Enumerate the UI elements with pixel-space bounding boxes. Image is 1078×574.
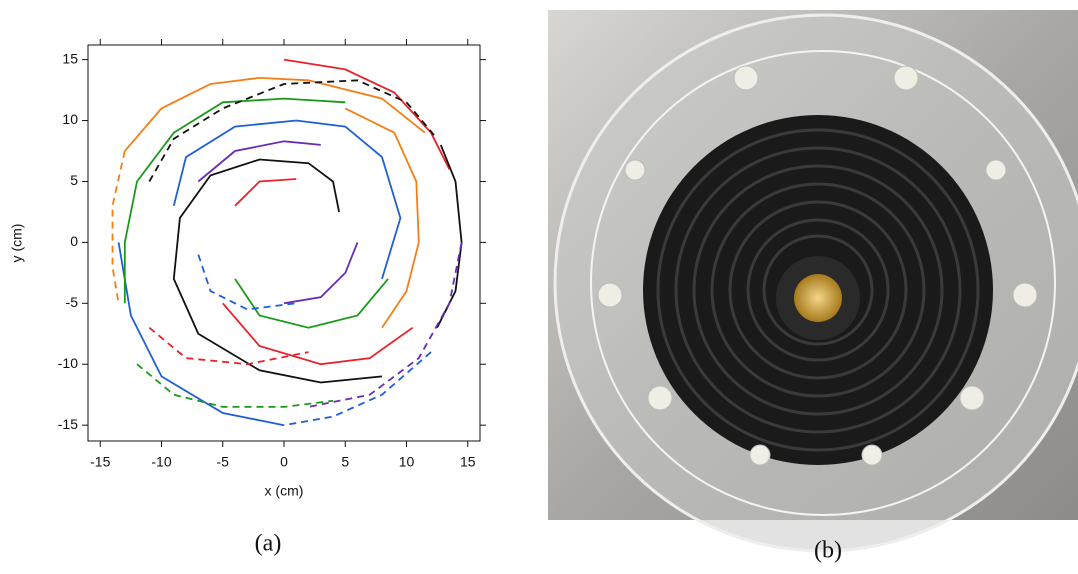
spiral-line (123, 97, 346, 304)
spiral-line (136, 363, 334, 408)
spiral-line (197, 254, 297, 311)
spiral-line (117, 242, 285, 427)
spiral-line (234, 278, 389, 329)
y-tick-label: -15 (58, 416, 78, 432)
spiral-line (172, 119, 402, 280)
spiral-line (283, 351, 432, 427)
spiral-line (172, 158, 383, 384)
plot-lines (111, 58, 463, 427)
x-tick-label: 0 (280, 454, 288, 470)
spiral-line (197, 140, 321, 183)
x-tick-label: -10 (151, 454, 171, 470)
x-tick-label: 5 (341, 454, 349, 470)
x-tick-label: -15 (90, 454, 110, 470)
spiral-line (148, 79, 438, 182)
caption: (b) (814, 538, 842, 564)
spiral-line (436, 144, 463, 329)
plot-frame (87, 44, 481, 442)
y-tick-label: 5 (70, 172, 78, 188)
x-tick-label: 10 (399, 454, 415, 470)
y-tick-label: 0 (70, 233, 78, 249)
spiral-line (283, 242, 359, 305)
y-tick-label: -5 (66, 294, 79, 310)
y-tick-label: 10 (62, 111, 78, 127)
x-tick-label: -5 (217, 454, 230, 470)
spiral-line (234, 178, 297, 207)
y-tick-label: -10 (58, 355, 78, 371)
spiral-line (111, 150, 126, 304)
y-axis-label: y (cm) (9, 224, 25, 263)
spiral-line (344, 107, 420, 329)
caption: (a) (255, 531, 282, 557)
spiral-line (148, 327, 309, 366)
x-tick-label: 15 (460, 454, 476, 470)
photo (548, 10, 1078, 553)
x-axis-label: x (cm) (265, 483, 304, 499)
spiral-line (308, 242, 463, 408)
spiral-line (283, 58, 451, 170)
spiral-line (222, 302, 414, 366)
spiral-line (124, 76, 426, 152)
y-tick-label: 15 (62, 50, 78, 66)
